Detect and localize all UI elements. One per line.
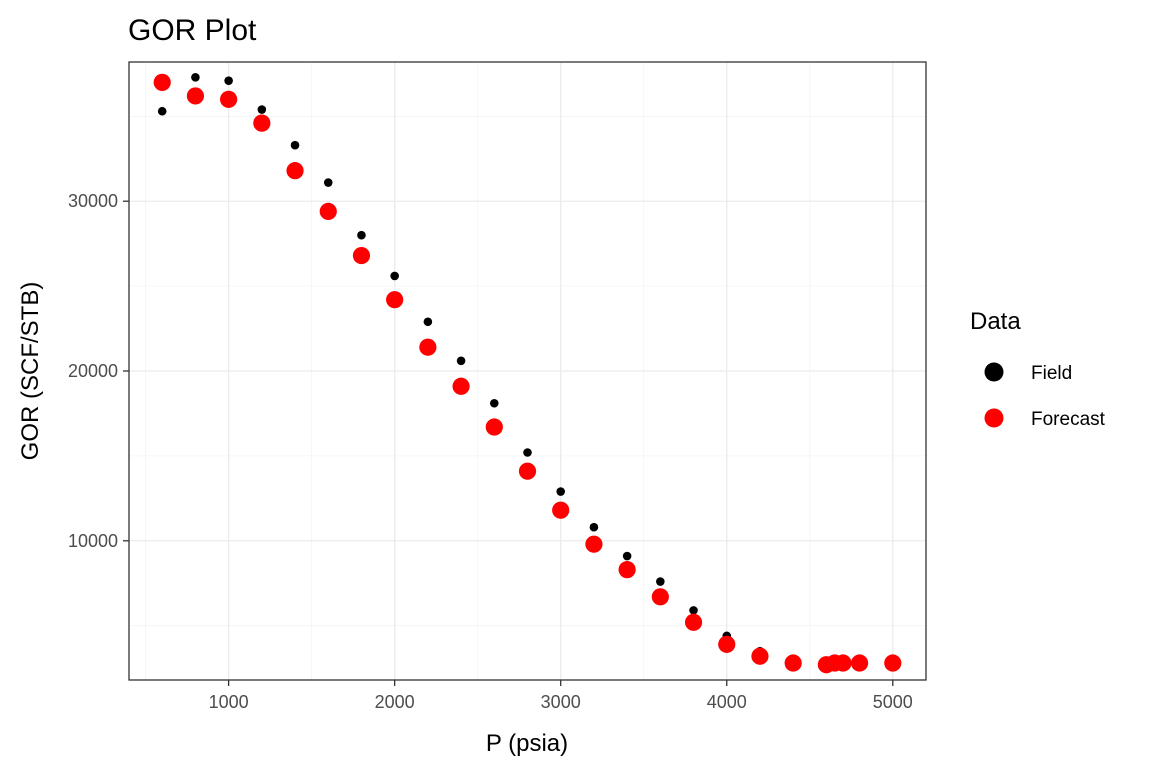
- field-point: [191, 72, 200, 82]
- x-tick-label: 2000: [375, 692, 415, 712]
- field-point: [556, 487, 566, 496]
- forecast-point: [518, 462, 537, 480]
- field-point: [224, 76, 233, 85]
- legend-item-field: Field: [984, 362, 1072, 384]
- x-tick-label: 4000: [707, 692, 747, 712]
- series-forecast-points: [153, 73, 902, 674]
- x-tick-label: 3000: [541, 692, 581, 712]
- forecast-point: [253, 114, 271, 132]
- forecast-point: [153, 73, 171, 91]
- forecast-point: [651, 588, 669, 606]
- x-axis: 1000 2000 3000 4000 5000: [209, 680, 913, 712]
- y-axis: 10000 20000 30000: [68, 191, 129, 551]
- field-point: [157, 106, 167, 116]
- forecast-point: [352, 246, 371, 265]
- forecast-point: [684, 613, 703, 631]
- forecast-point: [452, 377, 470, 395]
- forecast-point: [485, 418, 503, 436]
- field-point: [656, 577, 665, 586]
- x-axis-title: P (psia): [486, 730, 568, 757]
- legend-label-forecast: Forecast: [1031, 409, 1106, 430]
- legend: Data Field Forecast: [970, 308, 1106, 430]
- field-point: [423, 317, 433, 327]
- field-point: [622, 551, 632, 561]
- forecast-point: [718, 635, 736, 653]
- forecast-point: [552, 501, 570, 519]
- y-tick-label: 20000: [68, 361, 118, 381]
- field-point: [489, 398, 499, 408]
- y-axis-title: GOR (SCF/STB): [17, 282, 44, 461]
- field-point: [456, 356, 466, 366]
- y-tick-label: 30000: [68, 191, 118, 211]
- field-point: [357, 230, 366, 240]
- forecast-point: [419, 338, 437, 356]
- forecast-point: [784, 654, 802, 672]
- y-tick-label: 10000: [68, 531, 118, 551]
- x-tick-label: 5000: [873, 692, 913, 712]
- legend-item-forecast: Forecast: [984, 408, 1106, 430]
- x-tick-label: 1000: [209, 692, 249, 712]
- forecast-point: [618, 561, 636, 579]
- forecast-point: [834, 654, 852, 672]
- legend-key-field: [984, 362, 1004, 382]
- chart-title: GOR Plot: [128, 14, 257, 47]
- forecast-point: [286, 162, 304, 180]
- forecast-point: [751, 647, 769, 665]
- major-gridlines: [129, 62, 926, 680]
- field-point: [290, 140, 300, 150]
- field-point: [689, 606, 698, 615]
- forecast-point: [186, 87, 205, 105]
- legend-label-field: Field: [1031, 363, 1072, 384]
- field-point: [589, 522, 599, 532]
- field-point: [390, 271, 399, 281]
- plot-panel: [128, 61, 927, 681]
- field-point: [257, 105, 267, 114]
- forecast-point: [850, 654, 869, 672]
- field-point: [523, 448, 532, 457]
- forecast-point: [386, 291, 404, 309]
- forecast-point: [220, 90, 238, 108]
- forecast-point: [585, 535, 603, 553]
- field-point: [323, 178, 333, 187]
- forecast-point: [319, 202, 337, 221]
- forecast-point: [884, 654, 902, 672]
- legend-key-forecast: [984, 408, 1004, 428]
- legend-title: Data: [970, 308, 1021, 335]
